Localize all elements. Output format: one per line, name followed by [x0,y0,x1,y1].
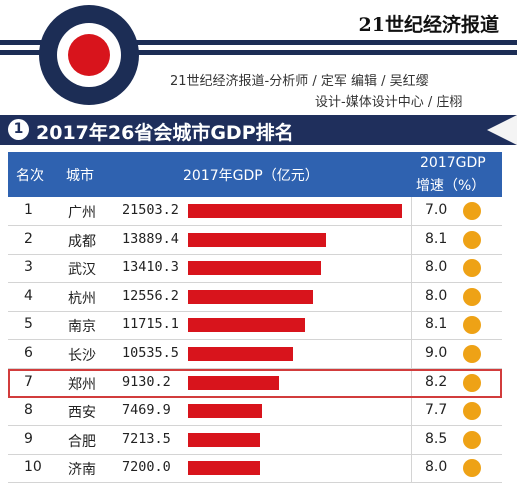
table-row: 1 广州 21503.2 7.0 [8,197,502,226]
column-header-growth-line2: 增速（%） [416,178,486,194]
growth-cell: 8.0 [425,459,448,476]
column-header-rank: 名次 [16,168,44,184]
gdp-ranking-table: 1 广州 21503.2 7.0 2 成都 13889.4 8.1 3 武汉 13410.3 8.0 4… [8,197,502,484]
growth-dot-icon [463,316,481,335]
growth-dot-icon [463,402,481,421]
growth-cell: 8.2 [425,373,448,390]
column-header-growth-line1: 2017GDP [420,155,486,171]
growth-cell: 8.1 [425,316,448,333]
rank-cell: 8 [24,402,33,419]
title-bar-arrow [487,115,517,145]
growth-dot-icon [463,430,481,449]
growth-cell: 8.1 [425,230,448,247]
rank-cell: 1 [24,202,33,218]
gdp-value-label: 7469.9 [122,402,171,419]
table-row: 8 西安 7469.9 7.7 [8,397,502,427]
gdp-value-label: 21503.2 [122,202,179,218]
credit-line-design: 设计-媒体设计中心 / 庄栩 [315,95,463,110]
city-cell: 郑州 [68,376,96,393]
gdp-value-label: 7200.0 [122,459,171,476]
growth-cell: 8.5 [425,430,448,447]
city-cell: 广州 [68,205,96,221]
growth-dot-icon [463,459,481,478]
rank-cell: 7 [24,373,33,390]
gdp-bar [188,404,263,419]
rank-cell: 4 [24,287,33,304]
table-row: 2 成都 13889.4 8.1 [8,226,502,255]
brand-name: 21世纪经济报道 [358,14,499,36]
growth-dot-icon [463,230,481,249]
rank-cell: 9 [24,430,33,447]
article-header: 21世纪经济报道 21世纪经济报道-分析师 / 定军 编辑 / 吴红缨 设计-媒… [0,0,517,110]
city-cell: 济南 [68,462,96,479]
growth-dot-icon [463,345,481,363]
gdp-value-label: 11715.1 [122,316,179,333]
gdp-bar [188,347,293,361]
city-cell: 武汉 [68,262,96,279]
city-cell: 杭州 [68,290,96,307]
growth-cell: 8.0 [425,259,448,276]
growth-cell: 7.7 [425,402,448,419]
growth-cell: 7.0 [425,202,448,218]
growth-dot-icon [463,202,481,220]
header-stripe [0,50,517,55]
table-row: 10 济南 7200.0 8.0 [8,454,502,484]
gdp-bar [188,318,305,333]
chart-number-badge: 1 [8,119,29,140]
growth-cell: 8.0 [425,287,448,304]
column-header-city: 城市 [66,168,94,184]
rank-cell: 6 [24,345,33,361]
gdp-bar [188,375,279,390]
rank-cell: 3 [24,259,33,276]
table-row: 4 杭州 12556.2 8.0 [8,283,502,312]
table-header: 名次 城市 2017年GDP（亿元） 2017GDP 增速（%） [8,152,502,197]
credit-line-authors: 21世纪经济报道-分析师 / 定军 编辑 / 吴红缨 [170,74,429,89]
column-header-gdp: 2017年GDP（亿元） [183,168,319,184]
growth-dot-icon [463,287,481,306]
city-cell: 长沙 [68,348,96,364]
growth-dot-icon [463,259,481,278]
gdp-value-label: 13889.4 [122,230,179,247]
city-cell: 成都 [68,233,96,250]
city-cell: 西安 [68,405,96,422]
gdp-bar [188,289,313,304]
city-cell: 合肥 [68,433,96,450]
table-row: 7 郑州 9130.2 8.2 [8,368,502,398]
rank-cell: 2 [24,230,33,247]
table-row: 9 合肥 7213.5 8.5 [8,426,502,455]
newspaper-logo-icon [39,5,139,105]
gdp-value-label: 10535.5 [122,345,179,361]
table-row: 6 长沙 10535.5 9.0 [8,340,502,369]
gdp-value-label: 9130.2 [122,373,171,390]
table-row: 3 武汉 13410.3 8.0 [8,254,502,284]
gdp-bar [188,461,260,476]
gdp-value-label: 13410.3 [122,259,179,276]
gdp-bar [188,204,402,218]
gdp-bar [188,232,327,247]
table-row: 5 南京 11715.1 8.1 [8,311,502,341]
city-cell: 南京 [68,319,96,336]
chart-title: 2017年26省会城市GDP排名 [36,122,294,144]
gdp-bar [188,261,322,276]
rank-cell: 10 [24,459,42,476]
gdp-value-label: 12556.2 [122,287,179,304]
gdp-value-label: 7213.5 [122,430,171,447]
growth-cell: 9.0 [425,345,448,361]
gdp-bar [188,432,260,447]
chart-title-bar: 1 2017年26省会城市GDP排名 [0,115,517,145]
growth-dot-icon [463,373,481,392]
rank-cell: 5 [24,316,33,333]
header-stripe [0,40,517,45]
